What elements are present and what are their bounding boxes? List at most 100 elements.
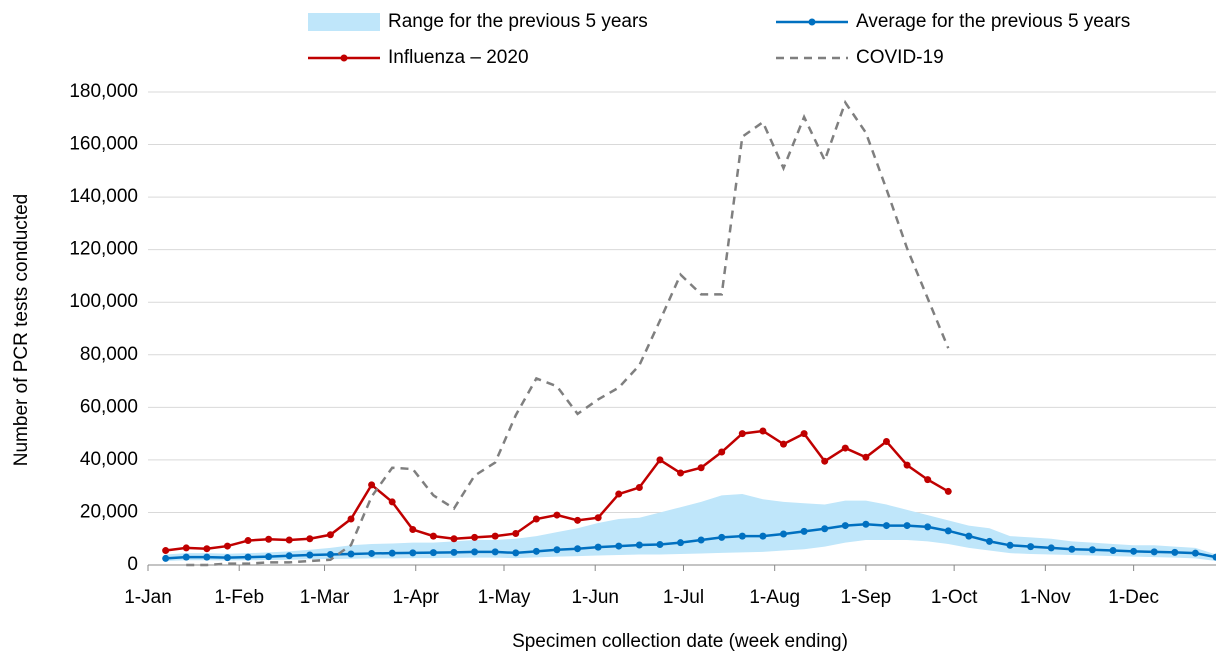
point	[882, 522, 890, 530]
point	[1130, 547, 1138, 555]
y-tick-label: 100,000	[69, 291, 138, 312]
point	[903, 522, 911, 530]
point	[368, 481, 376, 489]
x-tick-label: 1-Oct	[931, 587, 978, 608]
legend-label: Range for the previous 5 years	[388, 11, 648, 32]
x-tick-label: 1-Dec	[1108, 587, 1159, 608]
point	[285, 536, 293, 544]
legend-label: Influenza – 2020	[388, 47, 529, 68]
point	[162, 554, 170, 562]
point	[162, 547, 170, 555]
y-tick-label: 80,000	[80, 344, 138, 365]
point	[471, 533, 479, 541]
point	[965, 532, 973, 540]
point	[677, 539, 685, 547]
point	[615, 490, 623, 498]
point	[738, 430, 746, 438]
legend-swatch	[308, 13, 380, 31]
point	[656, 541, 664, 549]
x-tick-label: 1-May	[478, 587, 531, 608]
point	[306, 535, 314, 543]
point	[244, 537, 252, 545]
point	[944, 527, 952, 535]
point	[924, 476, 932, 484]
point	[718, 448, 726, 456]
point	[841, 444, 849, 452]
point	[265, 535, 273, 543]
x-axis-label: Specimen collection date (week ending)	[512, 631, 848, 652]
point	[409, 526, 417, 534]
point	[491, 532, 499, 540]
point	[1068, 545, 1076, 553]
point	[182, 544, 190, 552]
y-tick-label: 0	[127, 554, 138, 575]
point	[635, 541, 643, 549]
point	[759, 427, 767, 435]
point	[1171, 548, 1179, 556]
y-axis-label: Number of PCR tests conducted	[11, 194, 32, 466]
legend-label: COVID-19	[856, 47, 944, 68]
point	[800, 527, 808, 535]
point	[512, 549, 520, 557]
point	[1027, 543, 1035, 551]
x-tick-label: 1-Jun	[571, 587, 619, 608]
point	[1047, 544, 1055, 552]
point	[780, 530, 788, 538]
y-tick-label: 40,000	[80, 449, 138, 470]
point	[903, 461, 911, 469]
point	[780, 440, 788, 448]
point	[882, 437, 890, 445]
point	[1191, 549, 1199, 557]
point	[203, 545, 211, 553]
y-tick-label: 140,000	[69, 186, 138, 207]
point	[553, 546, 561, 554]
point	[532, 547, 540, 555]
point	[388, 498, 396, 506]
point	[841, 522, 849, 530]
point	[944, 487, 952, 495]
series-line	[165, 523, 1216, 560]
point	[409, 549, 417, 557]
point	[450, 548, 458, 556]
series-line	[186, 99, 950, 567]
point	[862, 453, 870, 461]
point	[1006, 541, 1014, 549]
point	[388, 549, 396, 557]
legend-marker	[808, 18, 816, 26]
point	[574, 545, 582, 553]
x-tick-label: 1-Mar	[300, 587, 350, 608]
point	[347, 515, 355, 523]
x-tick-label: 1-Nov	[1020, 587, 1071, 608]
point	[656, 456, 664, 464]
point	[615, 542, 623, 550]
point	[800, 430, 808, 438]
y-tick-label: 60,000	[80, 396, 138, 417]
point	[203, 553, 211, 561]
point	[1109, 547, 1117, 555]
point	[759, 532, 767, 540]
point	[738, 532, 746, 540]
point	[821, 457, 829, 465]
x-tick-label: 1-Sep	[841, 587, 892, 608]
point	[223, 542, 231, 550]
point	[1150, 548, 1158, 556]
point	[821, 525, 829, 533]
point	[244, 553, 252, 561]
point	[450, 535, 458, 543]
x-tick-label: 1-Apr	[393, 587, 440, 608]
range-band	[165, 494, 1216, 562]
x-tick-label: 1-Feb	[214, 587, 264, 608]
point	[1088, 546, 1096, 554]
point	[471, 548, 479, 556]
point	[985, 537, 993, 545]
y-tick-label: 160,000	[69, 134, 138, 155]
point	[306, 551, 314, 559]
legend-marker	[340, 54, 348, 62]
point	[697, 464, 705, 472]
point	[326, 531, 334, 539]
point	[862, 520, 870, 528]
point	[697, 536, 705, 544]
x-tick-label: 1-Jan	[124, 587, 172, 608]
point	[491, 548, 499, 556]
